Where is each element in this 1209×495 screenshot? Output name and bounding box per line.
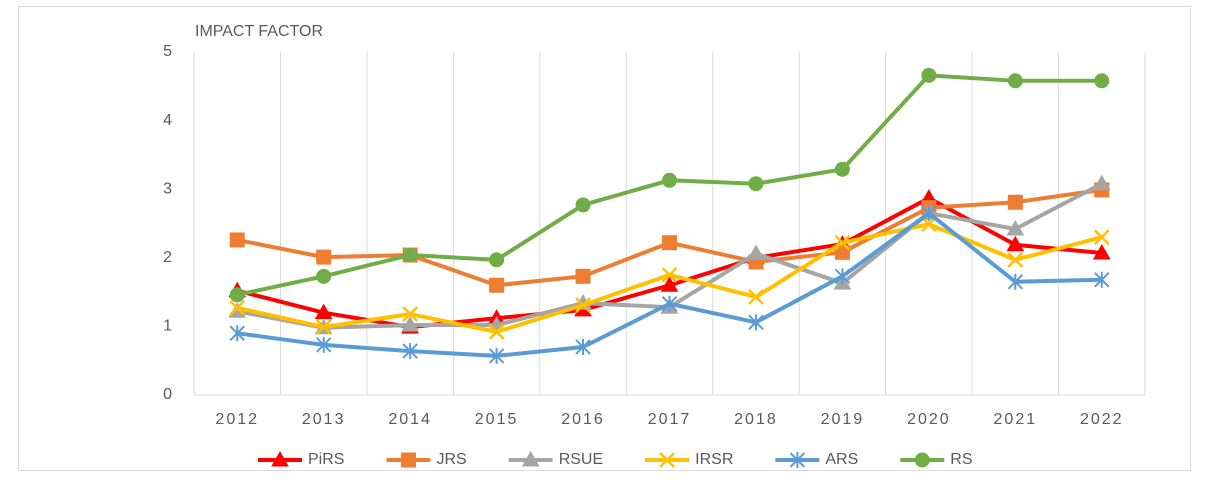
marker [488,324,505,340]
y-tick-label: 1 [163,318,172,335]
legend-label: IRSR [695,451,733,468]
x-tick-label: 2022 [1080,411,1124,428]
marker [400,452,416,468]
marker [229,232,245,248]
marker [1094,73,1110,89]
marker [1007,73,1023,89]
marker [914,452,930,468]
legend-item: RSUE [508,450,603,468]
legend-label: ARS [825,451,858,468]
marker [229,287,245,303]
marker [271,450,289,467]
marker [521,450,540,467]
marker [316,249,332,265]
marker [921,205,937,222]
marker [402,343,418,360]
marker [1006,235,1025,252]
marker [662,172,677,188]
marker [401,316,419,332]
marker [1006,219,1025,236]
legend-item: PiRS [258,450,344,468]
marker [747,244,765,261]
marker [575,268,591,284]
marker [314,303,333,320]
y-tick-label: 0 [163,386,172,403]
y-tick-label: 2 [163,249,172,266]
marker [748,314,764,331]
x-tick-label: 2016 [561,411,605,428]
marker [575,297,591,314]
marker [1094,271,1110,288]
x-tick-label: 2018 [734,411,778,428]
x-tick-label: 2021 [994,411,1038,428]
marker [315,319,332,335]
legend-label: RSUE [559,451,603,468]
marker [834,234,851,251]
legend-label: JRS [436,451,466,468]
marker [489,277,505,293]
series [229,205,1110,364]
marker [575,197,591,213]
marker [402,306,419,322]
marker [575,338,591,355]
marker [921,67,937,83]
marker [1093,229,1110,246]
marker [748,289,764,305]
x-tick-label: 2015 [475,411,519,428]
marker [1007,251,1024,268]
marker [660,276,679,292]
legend-item: JRS [386,451,467,468]
marker [659,452,676,468]
marker [488,347,505,364]
marker [834,161,850,177]
marker [1092,243,1111,260]
y-tick-label: 4 [163,112,172,129]
marker [489,252,505,268]
marker [661,267,678,283]
marker [789,452,806,468]
marker [834,268,851,285]
marker [402,247,418,263]
x-tick-label: 2012 [215,411,259,428]
marker [1092,174,1111,191]
marker [1007,273,1024,290]
y-tick-label: 3 [163,180,172,197]
marker [834,244,850,260]
legend-item: IRSR [645,451,733,468]
x-tick-label: 2014 [388,411,432,428]
x-tick-label: 2019 [821,411,865,428]
x-tick-label: 2020 [907,411,951,428]
marker [920,216,937,233]
chart-frame [18,6,1191,471]
marker [661,295,678,312]
marker [1007,194,1023,210]
marker [662,235,677,251]
legend-label: PiRS [308,451,344,468]
marker [229,325,245,342]
marker [748,176,764,192]
marker [316,268,332,284]
legend-label: RS [950,451,972,468]
series [229,67,1110,303]
legend-item: ARS [775,451,858,468]
legend-item: RS [900,451,973,468]
marker [229,299,246,316]
y-axis-title: IMPACT FACTOR [195,23,323,40]
marker [315,336,332,353]
y-tick-label: 5 [163,43,172,60]
x-tick-label: 2017 [648,411,692,428]
x-tick-label: 2013 [302,411,346,428]
